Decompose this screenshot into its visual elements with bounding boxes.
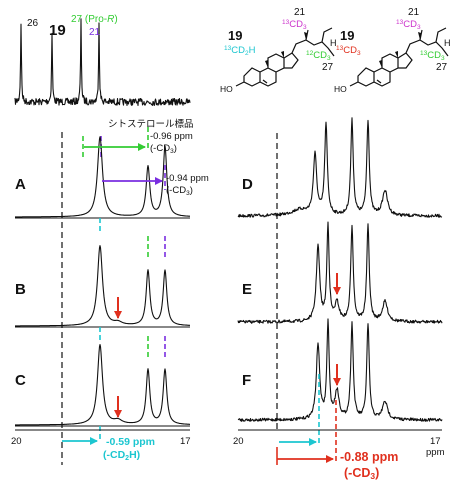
- spectrum-e-trace: [237, 221, 443, 324]
- a-purple-group: (-CD3): [166, 185, 193, 197]
- structure-2-bonds: [349, 27, 449, 87]
- reference-spectrum: 26 19 27 (Pro-R) 21 シトステロール標品: [14, 14, 194, 130]
- structure-1-wedges: [265, 32, 307, 68]
- structure-2-c19-group: 13CD3: [336, 45, 361, 57]
- spectrum-c-trace: [14, 343, 191, 426]
- left-axis-start: 20: [11, 436, 22, 447]
- a-green-ppm: -0.96 ppm: [150, 131, 193, 142]
- panel-label-e: E: [242, 281, 252, 298]
- peak-label-21: 21: [89, 27, 101, 38]
- structure-1-c19-group: 13CD2H: [224, 45, 256, 57]
- structure-2-compound: 19: [340, 28, 354, 43]
- structure-2-c21: 21: [408, 7, 420, 18]
- panel-label-f: F: [242, 372, 251, 389]
- reference-trace: [14, 18, 191, 106]
- structure-2-c21-group: 13CD3: [396, 19, 421, 31]
- structure-2-c27-group: 13CD3: [420, 50, 445, 62]
- cyan-shift-ppm: -0.59 ppm: [106, 436, 155, 448]
- left-axis-end: 17: [180, 436, 191, 447]
- panel-label-c: C: [15, 372, 26, 389]
- peak-label-26: 26: [27, 18, 39, 29]
- structure-2-h: H: [444, 38, 450, 48]
- structure-1-c27-group: 12CD3: [306, 50, 331, 62]
- structure-1-h: H: [330, 38, 337, 48]
- structure-2-ho: HO: [334, 84, 347, 94]
- structure-1-compound: 19: [228, 28, 242, 43]
- right-axis-unit: ppm: [426, 447, 445, 458]
- red-shift-group: (-CD3): [344, 466, 379, 481]
- structure-2: 21 13CD3 19 13CD3 H 13CD3 27 HO: [334, 7, 450, 94]
- panel-label-b: B: [15, 281, 26, 298]
- structure-1: 21 13CD3 19 13CD2H H 12CD3 27 HO: [220, 7, 337, 94]
- spectra-left: A B C -0.96 ppm (-CD3) -0.94 ppm (-CD3) …: [11, 127, 209, 462]
- structure-2-wedges: [379, 32, 421, 68]
- structure-1-c21-group: 13CD3: [282, 19, 307, 31]
- spectrum-b-trace: [14, 245, 191, 327]
- panel-label-d: D: [242, 176, 253, 193]
- a-green-group: (-CD3): [150, 143, 177, 155]
- spectra-right: D E F 20 17 ppm -0.88 ppm (-CD3): [233, 117, 445, 481]
- panel-label-a: A: [15, 176, 26, 193]
- peak-label-27: 27 (Pro-R): [71, 14, 118, 25]
- peak-label-19: 19: [49, 22, 66, 39]
- structure-1-ho: HO: [220, 84, 233, 94]
- right-axis-end: 17: [430, 436, 441, 447]
- structure-1-c27: 27: [322, 62, 334, 73]
- spectrum-f-trace: [237, 318, 443, 422]
- sample-label: シトステロール標品: [108, 118, 194, 130]
- structure-2-c27: 27: [436, 62, 448, 73]
- spectrum-d-trace: [237, 117, 443, 218]
- a-purple-ppm: -0.94 ppm: [166, 173, 209, 184]
- red-shift-ppm: -0.88 ppm: [340, 450, 398, 464]
- cyan-shift-group: (-CD2H): [103, 449, 140, 462]
- right-axis-start: 20: [233, 436, 244, 447]
- structure-1-c21: 21: [294, 7, 306, 18]
- spectrum-a-trace: [14, 136, 191, 218]
- structure-1-bonds: [235, 27, 335, 87]
